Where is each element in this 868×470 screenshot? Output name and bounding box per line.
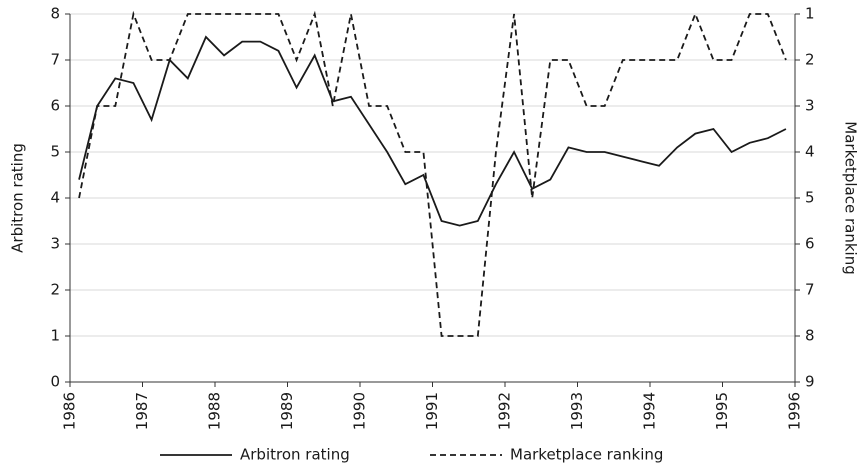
- y2-tick-label: 9: [805, 373, 815, 391]
- y-tick-label: 6: [50, 97, 60, 115]
- x-tick-label: 1987: [133, 392, 151, 430]
- y-tick-label: 1: [50, 327, 60, 345]
- x-tick-label: 1988: [206, 392, 224, 430]
- legend-label: Arbitron rating: [240, 446, 350, 464]
- y-tick-label: 4: [50, 189, 60, 207]
- y2-axis-label: Marketplace ranking: [842, 121, 860, 274]
- y-tick-label: 8: [50, 5, 60, 23]
- legend-label: Marketplace ranking: [510, 446, 663, 464]
- x-tick-label: 1994: [641, 392, 659, 430]
- y-tick-label: 0: [50, 373, 60, 391]
- y-tick-label: 2: [50, 281, 60, 299]
- y2-tick-label: 5: [805, 189, 815, 207]
- y2-tick-label: 4: [805, 143, 815, 161]
- y-tick-label: 7: [50, 51, 60, 69]
- x-tick-label: 1991: [423, 392, 441, 430]
- y2-tick-label: 3: [805, 97, 815, 115]
- x-tick-label: 1995: [713, 392, 731, 430]
- x-tick-label: 1993: [568, 392, 586, 430]
- y-axis-label: Arbitron rating: [9, 143, 27, 253]
- y2-tick-label: 8: [805, 327, 815, 345]
- x-tick-label: 1989: [278, 392, 296, 430]
- x-tick-label: 1986: [61, 392, 79, 430]
- y2-tick-label: 7: [805, 281, 815, 299]
- x-tick-label: 1990: [351, 392, 369, 430]
- y-tick-label: 3: [50, 235, 60, 253]
- series-line: [78, 10, 787, 337]
- y2-tick-label: 6: [805, 235, 815, 253]
- y2-tick-label: 1: [805, 5, 815, 23]
- x-tick-label: 1996: [786, 392, 804, 430]
- series-line: [78, 35, 787, 227]
- x-tick-label: 1992: [496, 392, 514, 430]
- y2-tick-label: 2: [805, 51, 815, 69]
- y-tick-label: 5: [50, 143, 60, 161]
